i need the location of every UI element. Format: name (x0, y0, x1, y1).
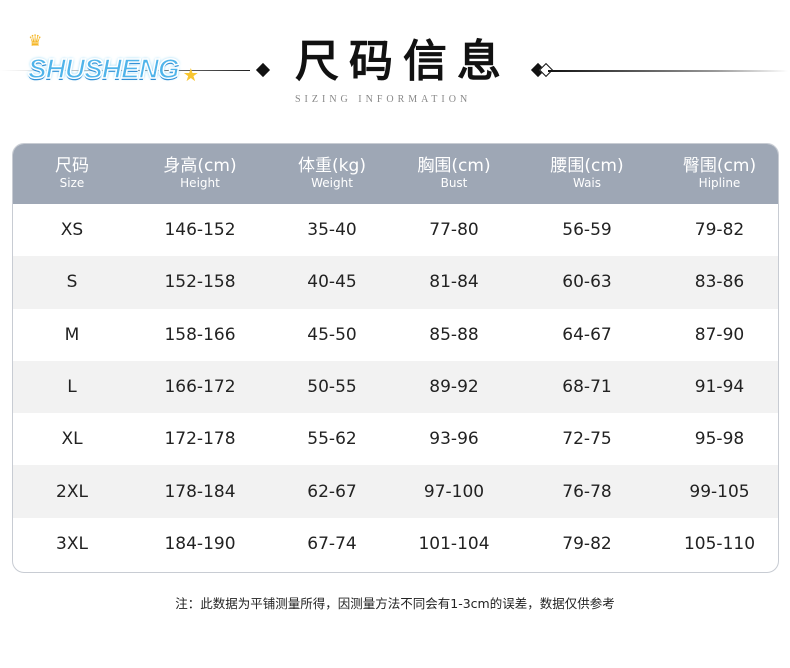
table-cell: 67-74 (307, 533, 357, 554)
brand-logo: ♛ SHUSHENG ★ (22, 32, 252, 94)
column-header: 臀围(cm) Hipline (661, 157, 778, 190)
table-cell: 62-67 (307, 481, 357, 502)
table-cell: 50-55 (307, 377, 357, 398)
table-cell: 91-94 (694, 377, 745, 398)
table-row: XS 146-152 35-40 77-80 56-59 79-82 (13, 204, 778, 256)
table-cell: XS (60, 220, 84, 241)
decorative-line-left (0, 70, 250, 71)
table-cell: 40-45 (307, 272, 357, 293)
column-header: 胸围(cm) Bust (395, 157, 513, 190)
diamond-icon (255, 62, 271, 78)
table-body: XS 146-152 35-40 77-80 56-59 79-82 S 152-158 40-… (13, 204, 778, 570)
table-cell: 172-178 (164, 429, 236, 450)
table-cell: 68-71 (562, 377, 612, 398)
decorative-line-right (548, 70, 788, 72)
page-title: 尺码信息 (295, 36, 511, 87)
table-cell: 45-50 (307, 324, 357, 345)
table-cell: 60-63 (562, 272, 612, 293)
column-header-en: Wais (572, 175, 602, 190)
table-cell: 105-110 (683, 533, 756, 554)
column-header-en: Hipline (698, 175, 741, 190)
size-table: 尺码 Size 身高(cm) Height 体重(kg) Weight 胸围(cm) Bust… (12, 143, 779, 573)
column-header: 腰围(cm) Wais (513, 157, 661, 190)
table-cell: 83-86 (694, 272, 745, 293)
table-cell: 64-67 (562, 324, 612, 345)
column-header-en: Weight (311, 175, 353, 190)
table-header: 尺码 Size 身高(cm) Height 体重(kg) Weight 胸围(cm) Bust… (13, 144, 778, 204)
table-cell: 81-84 (429, 272, 479, 293)
table-cell: 76-78 (562, 481, 612, 502)
table-cell: 152-158 (164, 272, 236, 293)
table-cell: 77-80 (429, 220, 479, 241)
column-header-zh: 腰围(cm) (550, 156, 624, 177)
column-header-zh: 体重(kg) (298, 156, 366, 177)
table-cell: 101-104 (418, 533, 490, 554)
column-header: 身高(cm) Height (131, 157, 269, 190)
table-cell: 89-92 (429, 377, 479, 398)
column-header-zh: 胸围(cm) (417, 156, 491, 177)
column-header-zh: 尺码 (55, 156, 89, 177)
table-cell: 72-75 (562, 429, 612, 450)
table-cell: 87-90 (694, 324, 745, 345)
table-cell: 79-82 (694, 220, 745, 241)
table-cell: M (64, 324, 80, 345)
logo-text: SHUSHENG (27, 52, 180, 85)
star-icon: ★ (182, 65, 199, 86)
column-header-zh: 身高(cm) (163, 156, 237, 177)
measurement-note: 注：此数据为平铺测量所得，因测量方法不同会有1-3cm的误差，数据仅供参考 (175, 596, 615, 611)
table-cell: 79-82 (562, 533, 612, 554)
table-cell: 99-105 (689, 481, 750, 502)
logo-row: SHUSHENG ★ (27, 52, 199, 86)
column-header-en: Bust (440, 175, 468, 190)
table-cell: 2XL (56, 481, 88, 502)
page-subtitle: SIZING INFORMATION (295, 94, 472, 105)
table-cell: 97-100 (423, 481, 485, 502)
table-row: 3XL 184-190 67-74 101-104 79-82 105-110 (13, 518, 778, 570)
table-cell: 178-184 (164, 481, 236, 502)
table-row: XL 172-178 55-62 93-96 72-75 95-98 (13, 413, 778, 465)
column-header-en: Size (59, 175, 85, 190)
table-cell: S (66, 272, 78, 293)
table-cell: 93-96 (429, 429, 479, 450)
column-header-en: Height (180, 175, 220, 190)
table-cell: 95-98 (694, 429, 745, 450)
table-cell: 3XL (56, 533, 88, 554)
table-cell: 184-190 (164, 533, 236, 554)
table-cell: XL (61, 429, 83, 450)
table-cell: 35-40 (307, 220, 357, 241)
column-header: 体重(kg) Weight (269, 157, 395, 190)
table-cell: 55-62 (307, 429, 357, 450)
table-cell: 166-172 (164, 377, 236, 398)
table-row: M 158-166 45-50 85-88 64-67 87-90 (13, 309, 778, 361)
table-row: S 152-158 40-45 81-84 60-63 83-86 (13, 256, 778, 309)
table-cell: 56-59 (562, 220, 612, 241)
table-cell: 146-152 (164, 220, 236, 241)
table-cell: L (67, 377, 77, 398)
table-row: L 166-172 50-55 89-92 68-71 91-94 (13, 360, 778, 414)
table-cell: 85-88 (429, 324, 479, 345)
crown-icon: ♛ (28, 31, 43, 50)
column-header-zh: 臀围(cm) (682, 156, 757, 177)
table-row: 2XL 178-184 62-67 97-100 76-78 99-105 (13, 465, 778, 518)
table-cell: 158-166 (164, 324, 236, 345)
column-header: 尺码 Size (13, 157, 131, 190)
